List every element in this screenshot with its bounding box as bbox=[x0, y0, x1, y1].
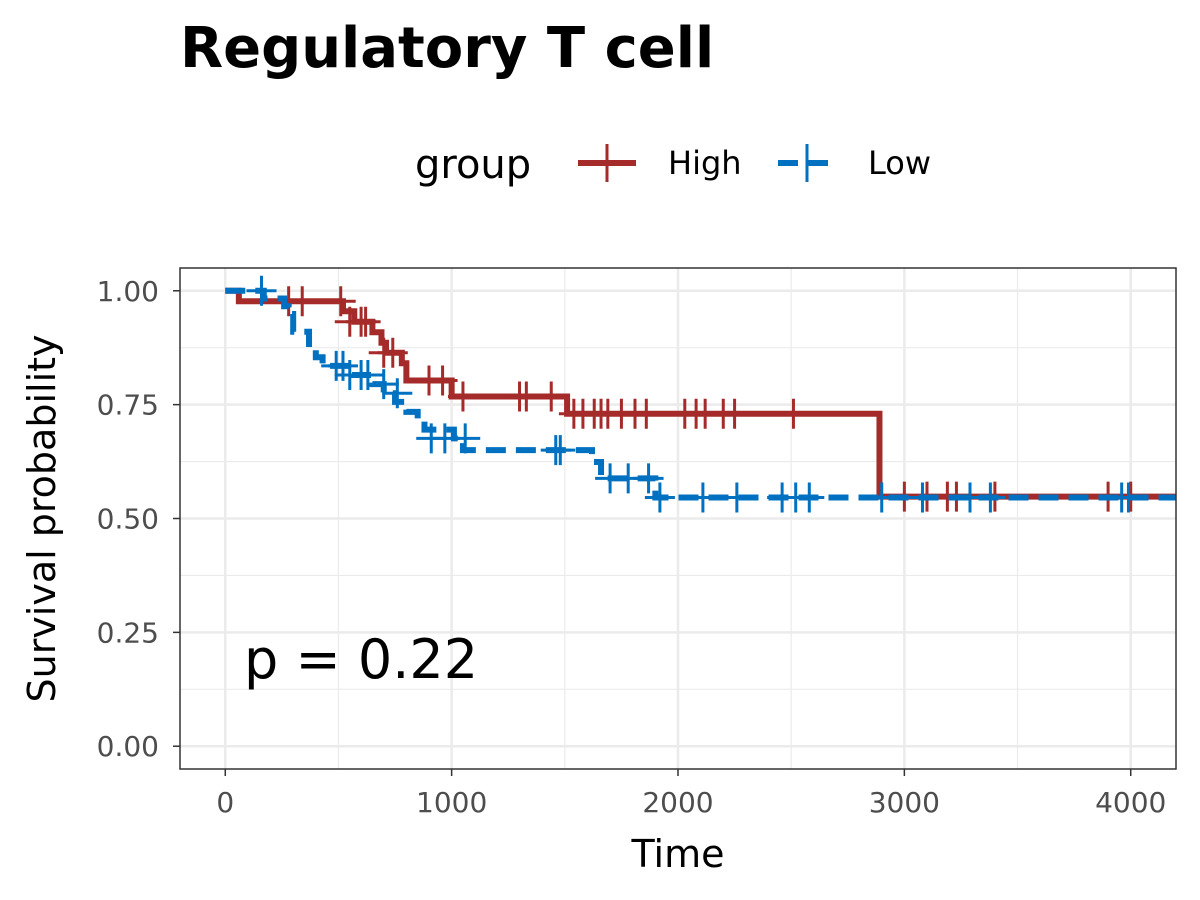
x-tick-label: 3000 bbox=[869, 786, 940, 819]
y-tick-label: 0.75 bbox=[97, 389, 159, 422]
series-high bbox=[225, 286, 1176, 512]
censor-mark bbox=[450, 423, 481, 454]
y-tick-label: 0.00 bbox=[97, 730, 159, 763]
grid bbox=[180, 268, 1176, 769]
censor-mark bbox=[721, 482, 752, 513]
x-tick-label: 1000 bbox=[416, 786, 487, 819]
censor-mark bbox=[352, 360, 383, 391]
censor-mark bbox=[287, 286, 318, 317]
survival-curve-high bbox=[225, 287, 1176, 500]
y-tick-label: 0.50 bbox=[97, 503, 159, 536]
censor-mark bbox=[633, 463, 664, 494]
censor-mark bbox=[325, 286, 356, 317]
censor-mark bbox=[382, 378, 413, 409]
censor-mark bbox=[866, 482, 897, 513]
x-tick-label: 4000 bbox=[1095, 786, 1166, 819]
series-layer bbox=[225, 275, 1176, 513]
censor-mark bbox=[687, 482, 718, 513]
axes: 0 1000 2000 3000 4000 0.00 0.25 0.50 0.75 1.00 bbox=[97, 275, 1167, 819]
censor-mark bbox=[1113, 482, 1144, 513]
censor-mark bbox=[350, 306, 381, 337]
censor-mark bbox=[794, 482, 825, 513]
legend: group High Low bbox=[415, 142, 931, 188]
censor-mark bbox=[536, 381, 567, 412]
x-axis-title: Time bbox=[631, 832, 725, 876]
legend-item-high: High bbox=[578, 144, 742, 182]
censor-mark bbox=[377, 337, 408, 368]
censor-mark bbox=[719, 398, 750, 429]
y-tick-label: 1.00 bbox=[97, 275, 159, 308]
legend-item-low: Low bbox=[778, 144, 931, 182]
legend-label: Low bbox=[868, 144, 931, 182]
x-tick-label: 0 bbox=[216, 786, 234, 819]
censor-mark bbox=[631, 398, 662, 429]
censor-mark bbox=[545, 435, 576, 466]
y-tick-label: 0.25 bbox=[97, 616, 159, 649]
censor-mark bbox=[907, 482, 938, 513]
legend-label: High bbox=[668, 144, 742, 182]
censor-mark bbox=[975, 482, 1006, 513]
chart-title: Regulatory T cell bbox=[180, 16, 714, 81]
censor-mark bbox=[246, 275, 277, 306]
p-value-annotation: p = 0.22 bbox=[244, 628, 478, 691]
censor-mark bbox=[644, 482, 675, 513]
legend-title: group bbox=[415, 142, 531, 188]
censor-mark bbox=[447, 381, 478, 412]
x-tick-label: 2000 bbox=[642, 786, 713, 819]
series-low bbox=[225, 275, 1176, 513]
censor-mark bbox=[778, 398, 809, 429]
censor-mark bbox=[427, 365, 458, 396]
y-axis-title: Survival probability bbox=[20, 334, 64, 702]
